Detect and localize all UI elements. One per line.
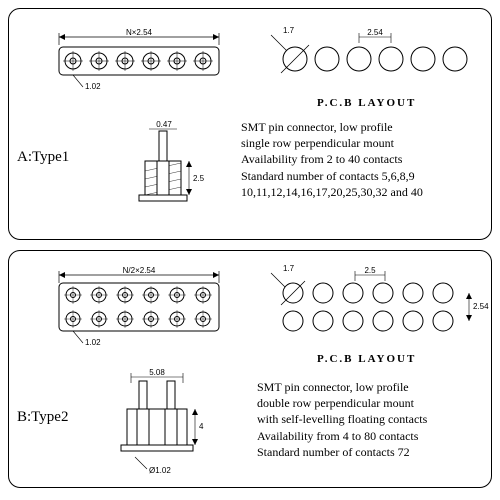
desc-b-2: double row perpendicular mount — [257, 395, 489, 411]
panel-type1: N×2.54 1.02 0.47 — [8, 8, 492, 240]
type1-side-view: 0.47 2.5 — [109, 121, 219, 231]
desc-a-1: SMT pin connector, low profile — [241, 119, 487, 135]
desc-a-2: single row perpendicular mount — [241, 135, 487, 151]
dim-h-b: 4 — [199, 422, 204, 431]
desc-a-3: Availability from 2 to 40 contacts — [241, 151, 487, 167]
desc-b-1: SMT pin connector, low profile — [257, 379, 489, 395]
desc-b-3: with self-levelling floating contacts — [257, 411, 489, 427]
type2-top-view: N/2×2.54 1.02 — [49, 269, 239, 347]
desc-b-5: Standard number of contacts 72 — [257, 444, 489, 460]
type-label-b: B:Type2 — [17, 409, 68, 426]
svg-text:Ø1.02: Ø1.02 — [149, 466, 171, 475]
dim-pcb-pitch-a: 2.54 — [367, 28, 383, 37]
dim-pcb-dia-a: 1.7 — [283, 26, 295, 35]
dim-h-a: 2.5 — [193, 174, 205, 183]
desc-b: SMT pin connector, low profile double ro… — [257, 379, 489, 460]
desc-a-5: 10,11,12,14,16,17,20,25,30,32 and 40 — [241, 184, 487, 200]
pcb-label-b: P.C.B LAYOUT — [317, 353, 416, 365]
dim-pcb-pitch-b: 2.5 — [364, 266, 376, 275]
desc-a: SMT pin connector, low profile single ro… — [241, 119, 487, 200]
type1-pcb-layout: 1.7 2.54 — [269, 31, 479, 91]
desc-b-4: Availability from 4 to 80 contacts — [257, 428, 489, 444]
dim-pitch-b: N/2×2.54 — [123, 266, 156, 275]
type-label-a: A:Type1 — [17, 149, 69, 166]
desc-a-4: Standard number of contacts 5,6,8,9 — [241, 168, 487, 184]
dim-w-b: 5.08 — [149, 368, 165, 377]
pcb-label-a: P.C.B LAYOUT — [317, 97, 416, 109]
dim-hole-a: 1.02 — [85, 82, 101, 91]
type2-pcb-layout: 1.7 2.5 2.54 — [269, 269, 483, 345]
panel-type2: N/2×2.54 1.02 5.08 — [8, 250, 492, 488]
type1-top-view: N×2.54 1.02 — [49, 31, 239, 91]
dim-pitch-a: N×2.54 — [126, 28, 153, 37]
dim-w-a: 0.47 — [156, 120, 172, 129]
dim-pcb-dia-b: 1.7 — [283, 264, 295, 273]
type2-side-view: 5.08 4 Ø1.02 — [95, 369, 235, 481]
dim-hole-b: 1.02 — [85, 338, 101, 347]
dim-pcb-rowpitch-b: 2.54 — [473, 302, 489, 311]
